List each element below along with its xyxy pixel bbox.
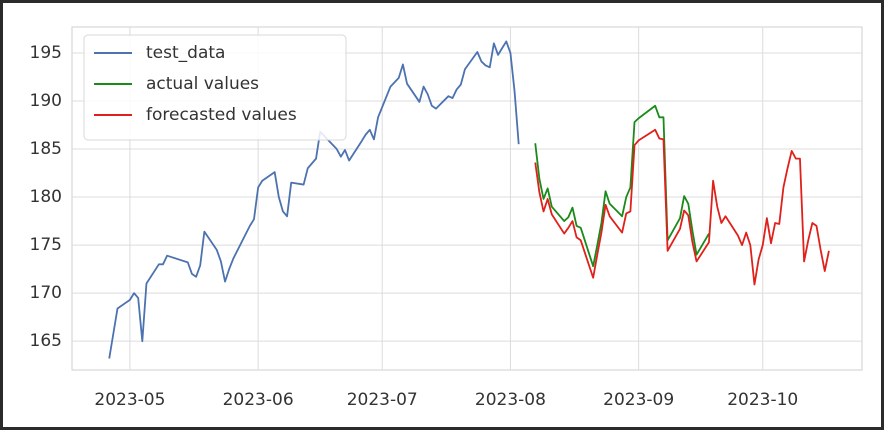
legend-box (83, 34, 347, 141)
series-line (534, 104, 710, 268)
y-tick-label: 185 (30, 139, 62, 159)
y-tick-label: 165 (30, 331, 62, 351)
ticks: 165 170 175 180 185 190 195 2023-05 2023-06 2023-… (30, 43, 799, 410)
x-tick-label: 2023-08 (475, 390, 546, 410)
y-tick-label: 195 (30, 43, 62, 63)
legend-label: test_data (146, 43, 225, 63)
legend-label: forecasted values (146, 105, 297, 125)
y-tick-label: 170 (30, 283, 62, 303)
series-line (534, 128, 830, 286)
legend-label: actual values (146, 74, 259, 94)
series-line (108, 40, 520, 359)
x-tick-label: 2023-06 (223, 390, 294, 410)
x-tick-label: 2023-10 (727, 390, 798, 410)
x-tick-label: 2023-09 (603, 390, 674, 410)
x-tick-label: 2023-05 (94, 390, 165, 410)
x-tick-label: 2023-07 (347, 390, 418, 410)
lines (108, 40, 830, 359)
y-tick-label: 180 (30, 187, 62, 207)
y-tick-label: 190 (30, 91, 62, 111)
y-tick-label: 175 (30, 235, 62, 255)
